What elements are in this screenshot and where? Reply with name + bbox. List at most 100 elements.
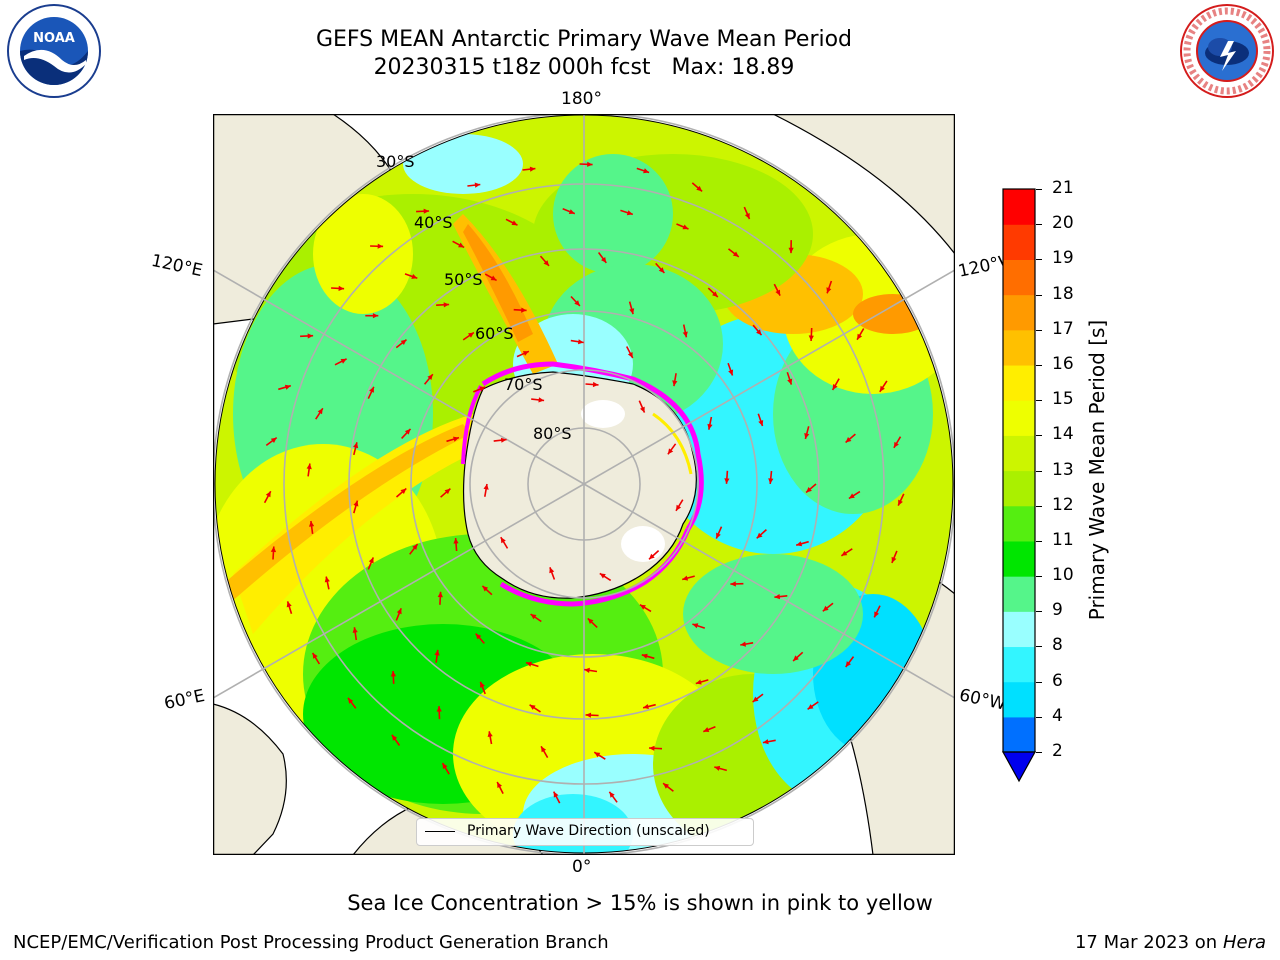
wave-arrow-head [879,385,885,392]
wave-arrow-head [796,541,803,547]
wave-arrow-head [627,352,633,358]
wave-arrow-head [479,386,486,392]
colorbar-band [1003,364,1035,401]
colorbar-tick-mark [1036,259,1042,261]
lat-label-40s: 40°S [414,213,453,232]
wave-arrow-head [599,573,606,579]
wave-arrow-head [716,532,721,539]
wave-arrow-head [643,704,649,709]
footer-date-text: 17 Mar 2023 on [1074,932,1218,953]
wave-arrow-head [530,614,537,620]
wave-arrow-head [338,285,345,291]
wave-arrow-head [538,397,545,403]
wave-arrow-head [522,351,529,356]
colorbar-tick-label: 21 [1052,178,1074,198]
wave-arrow-head [752,696,759,702]
wave-arrow-head [497,782,502,788]
lon-label-0: 0° [572,857,592,877]
wave-arrow-head [458,242,465,248]
colorbar-tick-label: 10 [1052,565,1074,586]
wave-arrow-head [511,220,518,226]
colorbar-tick-label: 16 [1052,353,1074,374]
lon-label-60e: 60°E [162,685,207,715]
wave-arrow-head [822,605,829,612]
wave-arrow-head [483,484,489,490]
wave-arrow-head [270,546,277,553]
wave-arrow-head [707,423,713,430]
wave-arrow-head [549,567,555,574]
wave-arrow-head [543,260,549,266]
colorbar-band [1003,611,1035,648]
colorbar-band [1003,576,1035,612]
wave-arrow-head [317,408,323,415]
wave-arrow-head [626,210,633,216]
colorbar-tick-mark [1036,470,1042,472]
wave-arrow-head [787,378,793,385]
wave-arrow-head [453,436,459,442]
wave-arrow-head [306,463,312,470]
wave-arrow-head [396,608,402,615]
wave-arrow-head [841,550,848,556]
wave-arrow-head [500,537,506,544]
wave-arrow-head [372,313,379,319]
wave-arrow-head [696,185,703,192]
footer-credit: NCEP/EMC/Verification Post Processing Pr… [13,932,609,953]
colorbar-tick-label: 14 [1052,424,1074,445]
wave-arrow-head [368,557,374,564]
wave-arrow-head [649,745,655,751]
colorbar-tick-label: 4 [1052,705,1063,726]
wave-arrow-head [740,641,746,647]
max-value: Max: 18.89 [671,55,795,80]
colorbar-tick-mark [1036,224,1042,226]
wave-arrow-head [340,358,347,364]
map-legend: Primary Wave Direction (unscaled) [416,818,754,846]
wave-arrow-head [553,791,559,798]
wave-arrow-head [768,478,774,484]
colorbar-tick-mark [1036,576,1042,578]
footer-machine: Hera [1222,932,1266,953]
wave-arrow-head [893,441,899,448]
wave-arrow-head [309,521,315,527]
wave-arrow-head [587,161,593,167]
wave-arrow-head [521,307,527,313]
wave-arrow-head [806,487,812,493]
wave-arrow-head [629,308,635,315]
colorbar-tick-label: 17 [1052,318,1074,339]
wave-arrow-head [286,601,292,608]
wave-arrow-head [609,791,615,798]
wave-arrow-head [788,247,794,254]
wave-arrow-head [808,335,814,341]
footer-date: 17 Mar 2023 on Hera [1075,932,1266,953]
lat-label-70s: 70°S [504,375,543,394]
wave-arrow-head [324,576,330,583]
colorbar-band [1003,716,1035,753]
wave-arrow-head [541,746,547,753]
lat-label-50s: 50°S [444,270,483,289]
wave-arrow-head [712,291,718,297]
wave-arrow-head [468,332,474,338]
wave-arrow-head [482,585,489,592]
wave-arrow-head [730,581,736,587]
legend-line-swatch [425,831,455,832]
wave-arrow-head [758,420,764,426]
wave-arrow-head [601,257,607,263]
wave-arrow-head [676,504,682,511]
wave-arrow-head [284,384,291,390]
wave-arrow-head [667,448,674,455]
wave-arrow-head [400,339,407,345]
wave-arrow-head [390,671,396,677]
wave-arrow-head [391,734,398,741]
wave-arrow-head [585,712,592,718]
wave-arrow-head [443,302,450,308]
colorbar-tick-label: 15 [1052,389,1074,410]
wave-arrow-head [832,384,838,390]
wave-arrow-head [857,333,863,340]
wave-arrow-head [474,182,481,188]
colorbar-tick-mark [1036,540,1042,542]
wave-arrow-head [639,604,646,610]
wave-arrow-head [592,381,599,388]
wave-arrow-head [404,428,411,435]
wave-arrow-head [728,369,734,376]
wave-arrow-head [453,538,459,544]
colorbar-band [1003,681,1035,718]
